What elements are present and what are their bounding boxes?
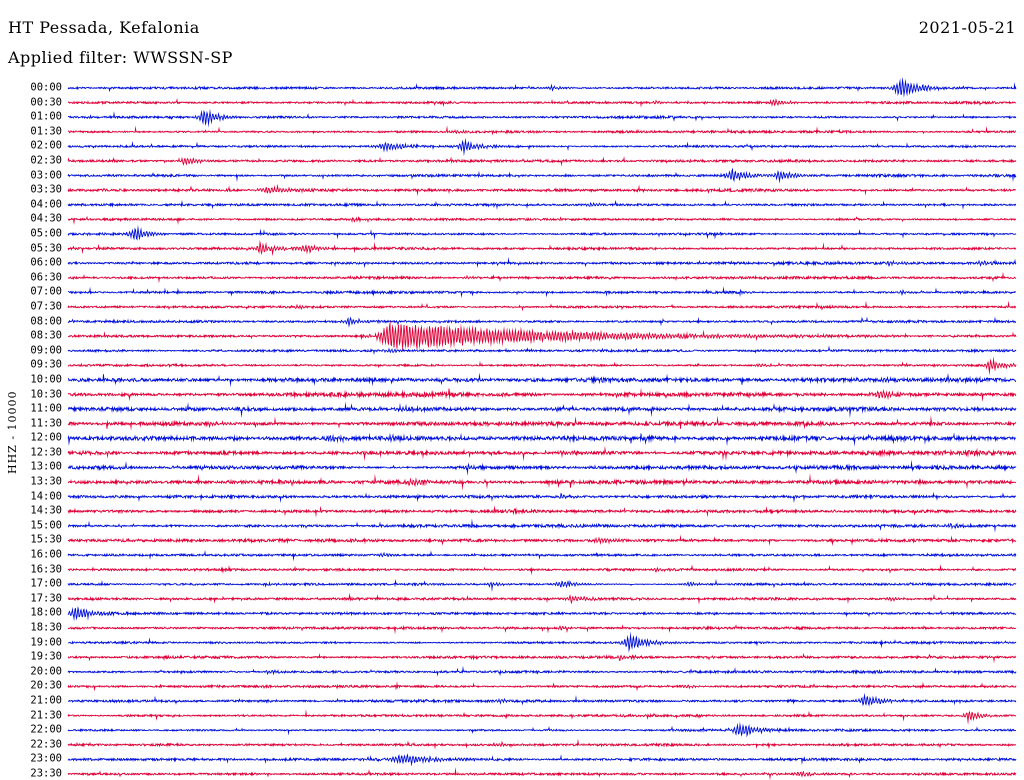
helicorder-page: HT Pessada, Kefalonia 2021-05-21 Applied…: [0, 0, 1024, 780]
seismogram-canvas: [0, 0, 1024, 780]
